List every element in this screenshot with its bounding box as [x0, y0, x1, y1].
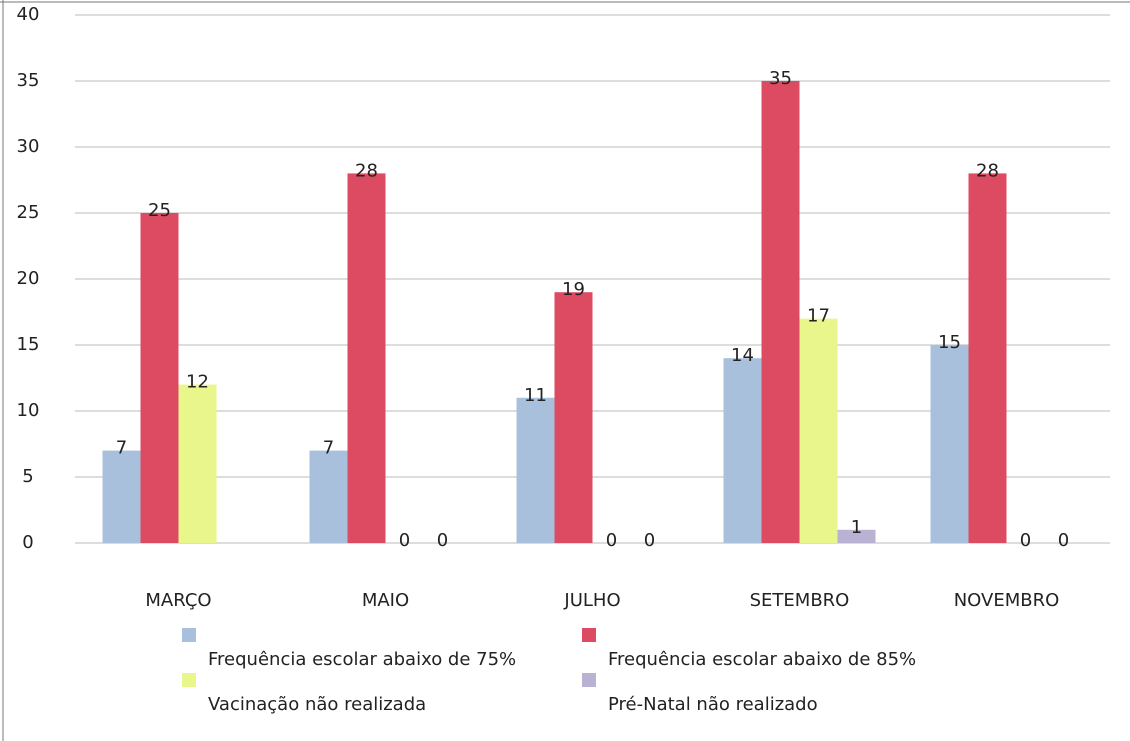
legend-swatch [182, 628, 196, 642]
legend-swatch [582, 628, 596, 642]
data-label: 17 [807, 306, 830, 327]
y-tick-label: 0 [22, 532, 33, 553]
x-tick-label: MAIO [362, 590, 409, 611]
data-label: 19 [562, 279, 585, 300]
x-tick-label: NOVEMBRO [954, 590, 1060, 611]
legend-swatch [582, 673, 596, 687]
bar [930, 345, 969, 543]
y-tick-label: 5 [22, 466, 33, 487]
y-tick-label: 30 [17, 136, 40, 157]
data-label: 0 [644, 530, 655, 551]
data-label: 7 [116, 438, 127, 459]
data-label: 1 [851, 517, 862, 538]
data-label: 0 [399, 530, 410, 551]
y-tick-label: 10 [17, 400, 40, 421]
bar [968, 173, 1007, 543]
data-label: 15 [938, 332, 961, 353]
bar [799, 318, 838, 543]
bar [102, 450, 141, 543]
legend-label: Frequência escolar abaixo de 85% [608, 649, 916, 670]
data-label: 0 [1058, 530, 1069, 551]
legend-label: Pré-Natal não realizado [608, 694, 818, 715]
bar [347, 173, 386, 543]
y-tick-label: 15 [17, 334, 40, 355]
data-label: 0 [606, 530, 617, 551]
data-label: 14 [731, 345, 754, 366]
y-tick-label: 35 [17, 70, 40, 91]
y-tick-label: 20 [17, 268, 40, 289]
y-tick-label: 25 [17, 202, 40, 223]
x-tick-label: MARÇO [145, 590, 211, 611]
bar [761, 81, 800, 543]
legend-swatch [182, 673, 196, 687]
bar [309, 450, 348, 543]
y-tick-label: 40 [17, 4, 40, 25]
data-label: 28 [976, 160, 999, 181]
data-label: 35 [769, 68, 792, 89]
x-tick-label: SETEMBRO [750, 590, 850, 611]
bar [516, 397, 555, 543]
bar [723, 358, 762, 543]
legend-label: Frequência escolar abaixo de 75% [208, 649, 516, 670]
bar [554, 292, 593, 543]
bar [140, 213, 179, 543]
data-label: 11 [524, 385, 547, 406]
bar [837, 529, 876, 543]
data-label: 0 [1020, 530, 1031, 551]
data-label: 0 [437, 530, 448, 551]
legend-label: Vacinação não realizada [208, 694, 426, 715]
data-label: 28 [355, 160, 378, 181]
data-label: 7 [323, 438, 334, 459]
x-tick-label: JULHO [563, 590, 620, 611]
data-label: 12 [186, 372, 209, 393]
data-label: 25 [148, 200, 171, 221]
bar [178, 384, 217, 543]
